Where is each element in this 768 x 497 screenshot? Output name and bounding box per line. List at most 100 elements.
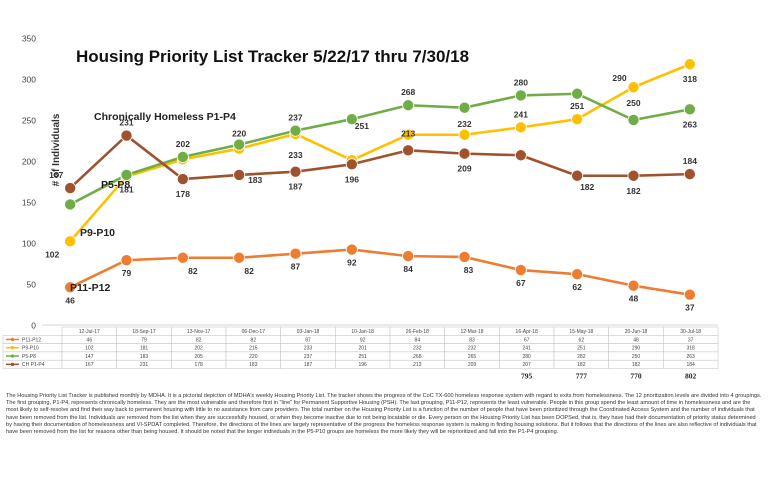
table-cell-value: 215 (249, 346, 258, 352)
data-label-ch: 183 (248, 175, 262, 185)
line-chart: 0 50 100 150 200 250 300 350 # of Individuals H… (2, 34, 719, 381)
y-axis: 0 50 100 150 200 250 300 350 (22, 34, 718, 331)
data-label-p9: 290 (612, 73, 626, 83)
table-row-name: CH P1-P4 (22, 362, 45, 368)
data-label-p5: 202 (176, 139, 190, 149)
total-value: 795 (521, 372, 533, 381)
table-cell-value: 183 (249, 362, 258, 368)
table-cell-value: 205 (194, 354, 203, 360)
table-cell-value: 280 (522, 354, 531, 360)
data-point-p11 (514, 264, 527, 277)
data-point-p5 (627, 114, 640, 127)
table-legend-marker (10, 337, 15, 342)
data-table: 12-Jul-17 18-Sep-17 13-Nov-17 06-Dec-17 03-J… (2, 326, 719, 381)
data-point-p11 (458, 250, 471, 263)
data-point-ch (514, 149, 527, 162)
data-label-p11: 84 (403, 264, 413, 274)
data-label-p11: 83 (464, 265, 474, 275)
data-label-p5: 220 (232, 129, 246, 139)
data-point-p11 (64, 281, 77, 294)
table-cell-value: 290 (632, 346, 641, 352)
data-point-p9 (402, 128, 415, 141)
table-cell-value: 79 (141, 337, 147, 343)
data-label-p11: 62 (572, 282, 582, 292)
table-cell-value: 178 (194, 362, 203, 368)
data-label-p5: 250 (626, 98, 640, 108)
table-cell-value: 67 (524, 337, 530, 343)
data-point-ch (402, 144, 415, 157)
table-header-label: 20-Jun-18 (625, 329, 648, 335)
data-point-ch (683, 168, 696, 181)
table-cell-value: 232 (413, 346, 422, 352)
data-point-ch (64, 182, 77, 195)
data-label-p5: 237 (288, 113, 302, 123)
y-tick-label: 300 (22, 75, 36, 85)
data-label-p9: 232 (457, 119, 471, 129)
table-header-label: 13-Nov-17 (187, 329, 211, 335)
data-label-ch: 187 (288, 182, 302, 192)
table-header-label: 30-Jul-18 (680, 329, 701, 335)
data-label-ch: 231 (119, 118, 133, 128)
table-cell-value: 37 (688, 337, 694, 343)
data-label-p5: 263 (683, 119, 697, 129)
table-legend-marker (10, 362, 15, 367)
table-cell-value: 92 (360, 337, 366, 343)
data-point-ch (289, 165, 302, 178)
table-header-label: 12-Jul-17 (79, 329, 100, 335)
table-cell (663, 359, 719, 369)
data-point-p11 (289, 247, 302, 260)
table-row-name: P5-P8 (22, 354, 36, 360)
series-points (64, 58, 696, 301)
data-label-ch: 182 (580, 182, 594, 192)
table-cell-value: 87 (305, 337, 311, 343)
data-label-p9: 181 (119, 185, 133, 195)
table-cell-value: 46 (87, 337, 93, 343)
annotation-p5-p8: P5-P8 (101, 179, 130, 191)
series-line-p9 (69, 63, 691, 243)
data-point-p11 (683, 288, 696, 301)
data-point-p11 (233, 251, 246, 264)
table-row-name: P11-P12 (22, 337, 41, 343)
table-cell-value: 207 (522, 362, 531, 368)
data-point-p9 (571, 113, 584, 126)
y-tick-label: 150 (22, 198, 36, 208)
table-cell-value: 232 (468, 346, 477, 352)
table-cell-value: 265 (468, 354, 477, 360)
chart-title: Housing Priority List Tracker 5/22/17 th… (76, 47, 469, 66)
annotation-p9-p10: P9-P10 (80, 227, 115, 239)
total-value: 802 (685, 372, 697, 381)
data-point-p5 (345, 113, 358, 126)
data-point-p5 (120, 168, 133, 181)
table-cell-value: 318 (686, 346, 695, 352)
data-label-ch: 167 (49, 170, 63, 180)
y-tick-label: 200 (22, 157, 36, 167)
data-point-p5 (233, 138, 246, 151)
series-lines (69, 63, 691, 296)
table-cell-value: 237 (304, 354, 313, 360)
data-labels: 46 79 82 82 87 92 84 83 67 62 48 37 102 181 233 232 241 2… (45, 73, 697, 312)
table-cell-value: 209 (468, 362, 477, 368)
table-cell-value: 201 (358, 346, 367, 352)
table-cell-value: 84 (415, 337, 421, 343)
data-point-ch (233, 168, 246, 181)
data-point-p5 (683, 103, 696, 116)
table-legend-marker (10, 346, 15, 350)
table-cell-value: 147 (85, 354, 94, 360)
table-cell-value: 83 (469, 337, 475, 343)
data-point-p11 (402, 250, 415, 263)
table-cell-value: 48 (633, 337, 639, 343)
series-line-ch (69, 134, 690, 190)
data-label-ch: 178 (176, 189, 190, 199)
table-cell-value: 187 (304, 362, 313, 368)
data-point-p11 (176, 251, 189, 264)
data-label-p11: 92 (347, 258, 357, 268)
data-point-p5 (514, 89, 527, 102)
table-cell-value: 183 (140, 354, 149, 360)
table-cell-value: 196 (358, 362, 367, 368)
data-point-p11 (120, 254, 133, 267)
y-axis-label: # of Individuals (51, 113, 62, 186)
data-label-p11: 79 (122, 268, 132, 278)
table-header-label: 10-Jan-18 (351, 329, 374, 335)
table-cell-value: 263 (686, 354, 695, 360)
table-header-label: 15-May-18 (569, 329, 593, 335)
